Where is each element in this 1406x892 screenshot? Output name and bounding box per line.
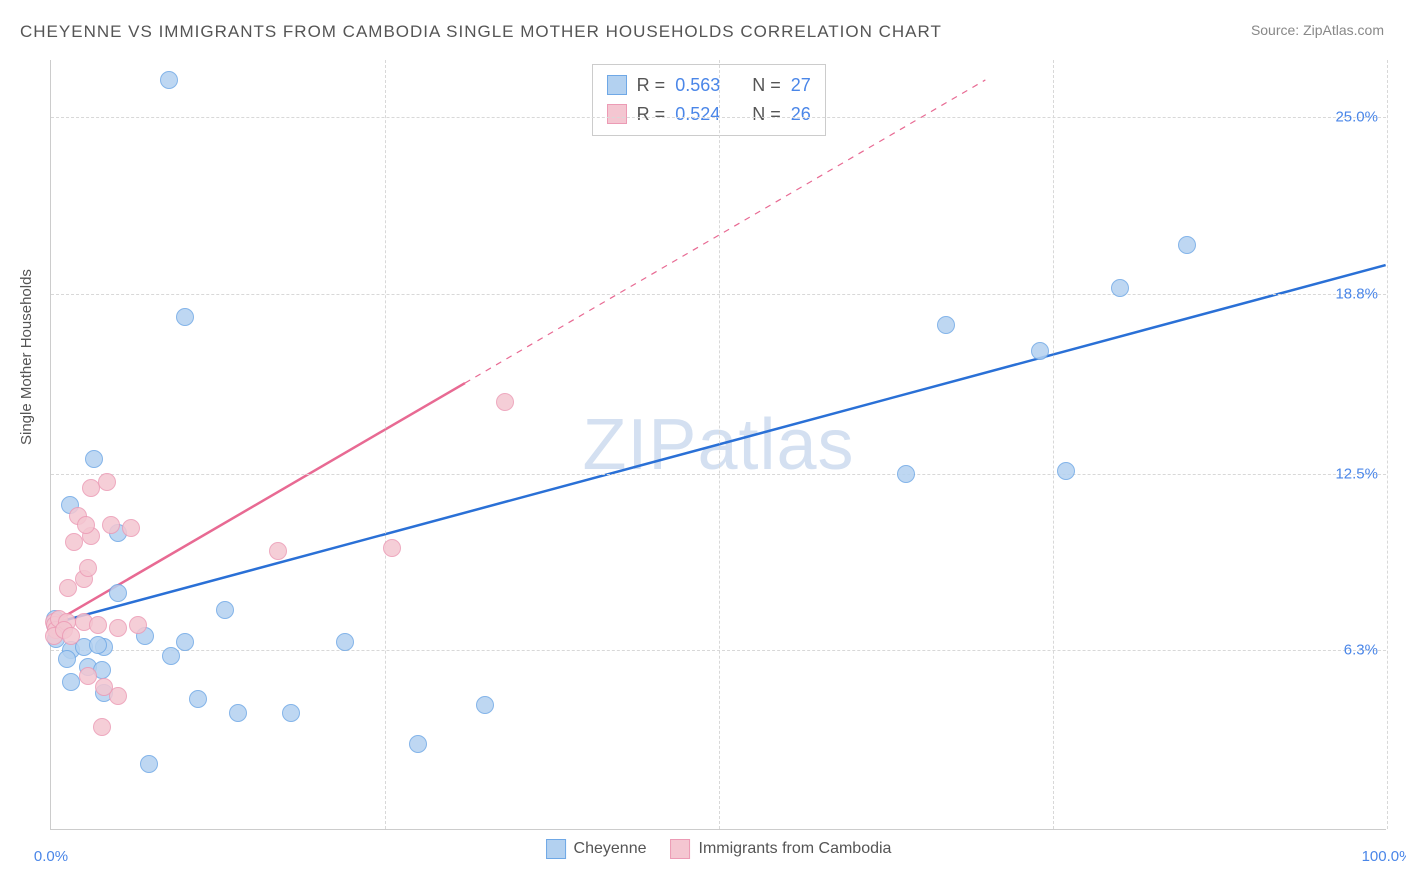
gridline-vertical [1387,60,1388,829]
gridline-vertical [719,60,720,829]
legend-swatch [671,839,691,859]
n-value: 26 [791,100,811,129]
data-point [496,393,514,411]
data-point [897,465,915,483]
source-credit: Source: ZipAtlas.com [1251,22,1384,38]
n-value: 27 [791,71,811,100]
series-legend-item: Immigrants from Cambodia [671,839,892,859]
y-tick-label: 25.0% [1335,109,1378,126]
data-point [189,690,207,708]
data-point [176,308,194,326]
data-point [95,678,113,696]
data-point [160,71,178,89]
y-tick-label: 18.8% [1335,285,1378,302]
scatter-plot: ZIPatlas R =0.563N =27R =0.524N =26 Chey… [50,60,1386,830]
series-name: Immigrants from Cambodia [699,840,892,858]
x-min-label: 0.0% [34,848,68,865]
series-legend-item: Cheyenne [546,839,647,859]
y-tick-label: 6.3% [1344,642,1378,659]
r-label: R = [637,71,666,100]
data-point [79,559,97,577]
chart-title: CHEYENNE VS IMMIGRANTS FROM CAMBODIA SIN… [20,22,942,42]
data-point [58,650,76,668]
data-point [77,516,95,534]
data-point [383,539,401,557]
r-value: 0.524 [675,100,720,129]
series-name: Cheyenne [574,840,647,858]
data-point [1057,462,1075,480]
x-max-label: 100.0% [1362,848,1406,865]
data-point [476,696,494,714]
series-legend: Cheyenne Immigrants from Cambodia [546,839,892,859]
data-point [62,673,80,691]
data-point [937,316,955,334]
data-point [176,633,194,651]
legend-swatch [607,104,627,124]
data-point [93,718,111,736]
r-label: R = [637,100,666,129]
n-label: N = [752,100,781,129]
data-point [1111,279,1129,297]
legend-swatch [607,75,627,95]
data-point [162,647,180,665]
data-point [1178,236,1196,254]
data-point [79,667,97,685]
data-point [62,627,80,645]
data-point [216,601,234,619]
data-point [129,616,147,634]
data-point [109,584,127,602]
data-point [59,579,77,597]
watermark-suffix: atlas [697,405,854,485]
data-point [89,636,107,654]
y-axis-title: Single Mother Households [18,269,35,445]
data-point [65,533,83,551]
r-value: 0.563 [675,71,720,100]
y-tick-label: 12.5% [1335,465,1378,482]
data-point [229,704,247,722]
data-point [1031,342,1049,360]
data-point [409,735,427,753]
data-point [269,542,287,560]
gridline-vertical [1053,60,1054,829]
data-point [336,633,354,651]
data-point [140,755,158,773]
legend-swatch [546,839,566,859]
data-point [109,619,127,637]
gridline-vertical [385,60,386,829]
legend-stats-row: R = 0.563 N = 27 [607,71,811,100]
data-point [282,704,300,722]
data-point [89,616,107,634]
data-point [98,473,116,491]
data-point [102,516,120,534]
data-point [122,519,140,537]
correlation-legend: R = 0.563 N = 27 R = 0.524 N = 26 [592,64,826,136]
data-point [85,450,103,468]
n-label: N = [752,71,781,100]
legend-stats-row: R = 0.524 N = 26 [607,100,811,129]
watermark-prefix: ZIP [582,405,697,485]
